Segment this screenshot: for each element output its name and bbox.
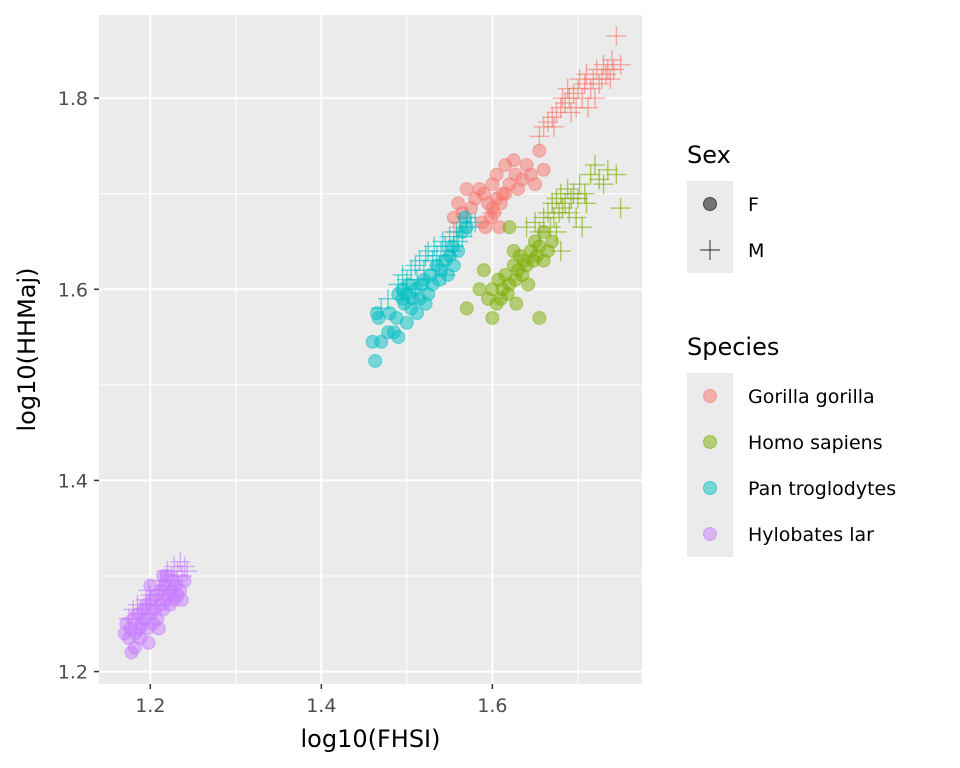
legend-species-label: Pan troglodytes [748,478,896,500]
point-female-hylobates-lar [174,592,189,607]
point-female-homo-sapiens [536,224,551,239]
point-male-homo-sapiens [516,217,537,238]
point-female-gorilla-gorilla [536,162,551,177]
point-female-homo-sapiens [532,310,547,325]
legend-key-circle [703,197,717,211]
point-male-homo-sapiens [580,164,601,185]
x-tick-label: 1.2 [135,695,165,717]
point-male-homo-sapiens [584,155,605,176]
point-female-pan-troglodytes [374,334,389,349]
point-female-gorilla-gorilla [528,177,543,192]
legend-sex-title: Sex [687,141,731,169]
y-tick-label: 1.4 [58,470,88,492]
point-female-homo-sapiens [521,277,536,292]
data-points [117,26,631,660]
x-axis: 1.2 1.4 1.6 [135,684,507,717]
point-female-gorilla-gorilla [495,186,510,201]
point-female-pan-troglodytes [459,220,474,235]
point-male-gorilla-gorilla [606,26,627,47]
point-female-gorilla-gorilla [532,143,547,158]
point-male-homo-sapiens [569,174,590,195]
point-female-pan-troglodytes [395,291,410,306]
legend-species: Species Gorilla gorilla Homo sapiens Pan t… [687,333,896,557]
point-female-hylobates-lar [141,635,156,650]
point-female-pan-troglodytes [368,353,383,368]
legend-sex: Sex F M [687,141,764,273]
point-male-homo-sapiens [589,169,610,190]
point-female-hylobates-lar [143,578,158,593]
legend-key-swatch [703,435,717,449]
point-female-hylobates-lar [177,573,192,588]
point-female-pan-troglodytes [391,330,406,345]
legend-species-label: Gorilla gorilla [748,386,875,408]
point-male-gorilla-gorilla [596,64,617,85]
point-female-homo-sapiens [476,263,491,278]
point-male-gorilla-gorilla [529,126,550,147]
point-female-homo-sapiens [459,301,474,316]
legend-sex-label: F [748,194,759,216]
legend-key-swatch [703,527,717,541]
point-male-homo-sapiens [576,193,597,214]
x-tick-label: 1.4 [306,695,336,717]
legend-key-plus [700,240,720,260]
point-male-homo-sapiens [574,183,595,204]
point-female-gorilla-gorilla [489,167,504,182]
point-male-gorilla-gorilla [602,49,623,70]
x-axis-title: log10(FHSI) [300,725,440,753]
point-female-gorilla-gorilla [483,210,498,225]
point-male-homo-sapiens [606,164,627,185]
point-male-homo-sapiens [593,174,614,195]
point-male-homo-sapiens [610,198,631,219]
point-male-gorilla-gorilla [563,83,584,104]
point-male-gorilla-gorilla [584,88,605,109]
major-gridlines [99,15,642,684]
point-female-homo-sapiens [506,244,521,259]
point-female-homo-sapiens [502,220,517,235]
point-female-pan-troglodytes [446,258,461,273]
plot-panel [99,15,642,684]
point-male-gorilla-gorilla [543,116,564,137]
point-male-gorilla-gorilla [580,78,601,99]
y-axis: 1.2 1.4 1.6 1.8 [58,88,99,684]
point-female-hylobates-lar [156,569,171,584]
point-female-pan-troglodytes [401,277,416,292]
point-female-pan-troglodytes [399,315,414,330]
legend-species-label: Hylobates lar [748,524,874,546]
y-axis-title: log10(HHMaj) [13,267,41,431]
point-male-homo-sapiens [572,217,593,238]
point-male-gorilla-gorilla [593,54,614,75]
point-male-gorilla-gorilla [610,54,631,75]
point-male-gorilla-gorilla [561,102,582,123]
point-female-pan-troglodytes [451,244,466,259]
point-male-homo-sapiens [525,212,546,233]
point-female-pan-troglodytes [410,306,425,321]
point-male-hylobates-lar [174,556,195,577]
legend-key-swatch [703,481,717,495]
point-male-homo-sapiens [543,207,564,228]
y-tick-label: 1.2 [58,662,88,684]
point-female-homo-sapiens [536,253,551,268]
legend-sex-label: M [748,240,764,262]
point-male-gorilla-gorilla [542,107,563,128]
point-male-pan-troglodytes [405,255,426,276]
point-female-gorilla-gorilla [506,153,521,168]
y-tick-label: 1.6 [58,279,88,301]
point-female-homo-sapiens [485,310,500,325]
y-tick-label: 1.8 [58,88,88,110]
x-tick-label: 1.6 [477,695,507,717]
legend-key-swatch [703,389,717,403]
point-female-homo-sapiens [509,296,524,311]
point-male-homo-sapiens [597,159,618,180]
point-female-homo-sapiens [545,234,560,249]
legend-species-title: Species [687,333,779,361]
point-male-gorilla-gorilla [600,69,621,90]
legend-species-label: Homo sapiens [748,432,883,454]
point-female-hylobates-lar [151,621,166,636]
